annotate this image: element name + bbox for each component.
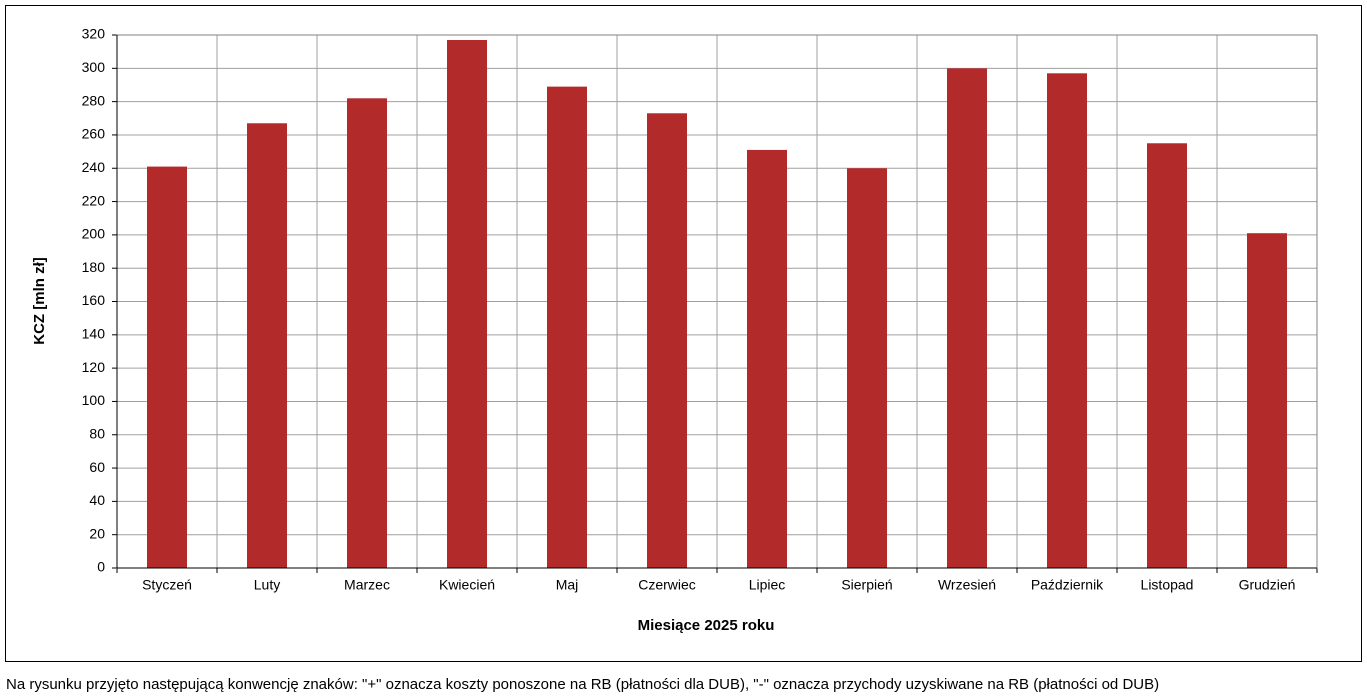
chart: Miesiące 2025 roku KCZ [mln zł] 0 20 40 60 8… — [5, 5, 1362, 662]
y-tick-label: 260 — [82, 126, 106, 142]
bar — [147, 166, 187, 568]
x-tick-label: Kwiecień — [439, 577, 495, 593]
x-tick-label: Wrzesień — [938, 577, 996, 593]
x-tick-label: Grudzień — [1239, 577, 1296, 593]
x-tick-label: Czerwiec — [638, 577, 696, 593]
y-tick-label: 320 — [82, 26, 106, 42]
bar — [1047, 73, 1087, 568]
y-tick-label: 300 — [82, 59, 106, 75]
x-tick-label: Październik — [1031, 577, 1104, 593]
y-tick-label: 0 — [97, 559, 105, 575]
footnote: Na rysunku przyjęto następującą konwencj… — [6, 676, 1160, 693]
bar — [947, 68, 987, 568]
bar — [247, 123, 287, 568]
x-tick-label: Sierpień — [841, 577, 892, 593]
y-tick-label: 220 — [82, 192, 106, 208]
bar — [747, 149, 787, 568]
bar — [447, 39, 487, 568]
y-axis-label: KCZ [mln zł] — [31, 257, 48, 345]
y-tick-label: 80 — [89, 425, 105, 441]
y-tick-label: 120 — [82, 359, 106, 375]
y-tick-label: 140 — [82, 326, 106, 342]
bar — [847, 168, 887, 568]
y-tick-label: 280 — [82, 92, 106, 108]
x-tick-label: Listopad — [1141, 577, 1194, 593]
x-axis-label: Miesiące 2025 roku — [638, 617, 775, 634]
y-tick-label: 20 — [89, 525, 105, 541]
x-tick-label: Lipiec — [749, 577, 786, 593]
bar — [1147, 143, 1187, 568]
x-tick-label: Marzec — [344, 577, 390, 593]
y-tick-label: 160 — [82, 292, 106, 308]
y-tick-label: 60 — [89, 459, 105, 475]
x-tick-label: Luty — [254, 577, 280, 593]
bar — [1247, 233, 1287, 568]
y-tick-label: 40 — [89, 492, 105, 508]
y-tick-label: 240 — [82, 159, 106, 175]
bar — [547, 86, 587, 569]
y-tick-label: 100 — [82, 392, 106, 408]
x-tick-label: Maj — [556, 577, 579, 593]
bar — [647, 113, 687, 569]
y-tick-label: 180 — [82, 259, 106, 275]
y-tick-label: 200 — [82, 226, 106, 242]
x-tick-label: Styczeń — [142, 577, 192, 593]
bar — [347, 98, 387, 568]
